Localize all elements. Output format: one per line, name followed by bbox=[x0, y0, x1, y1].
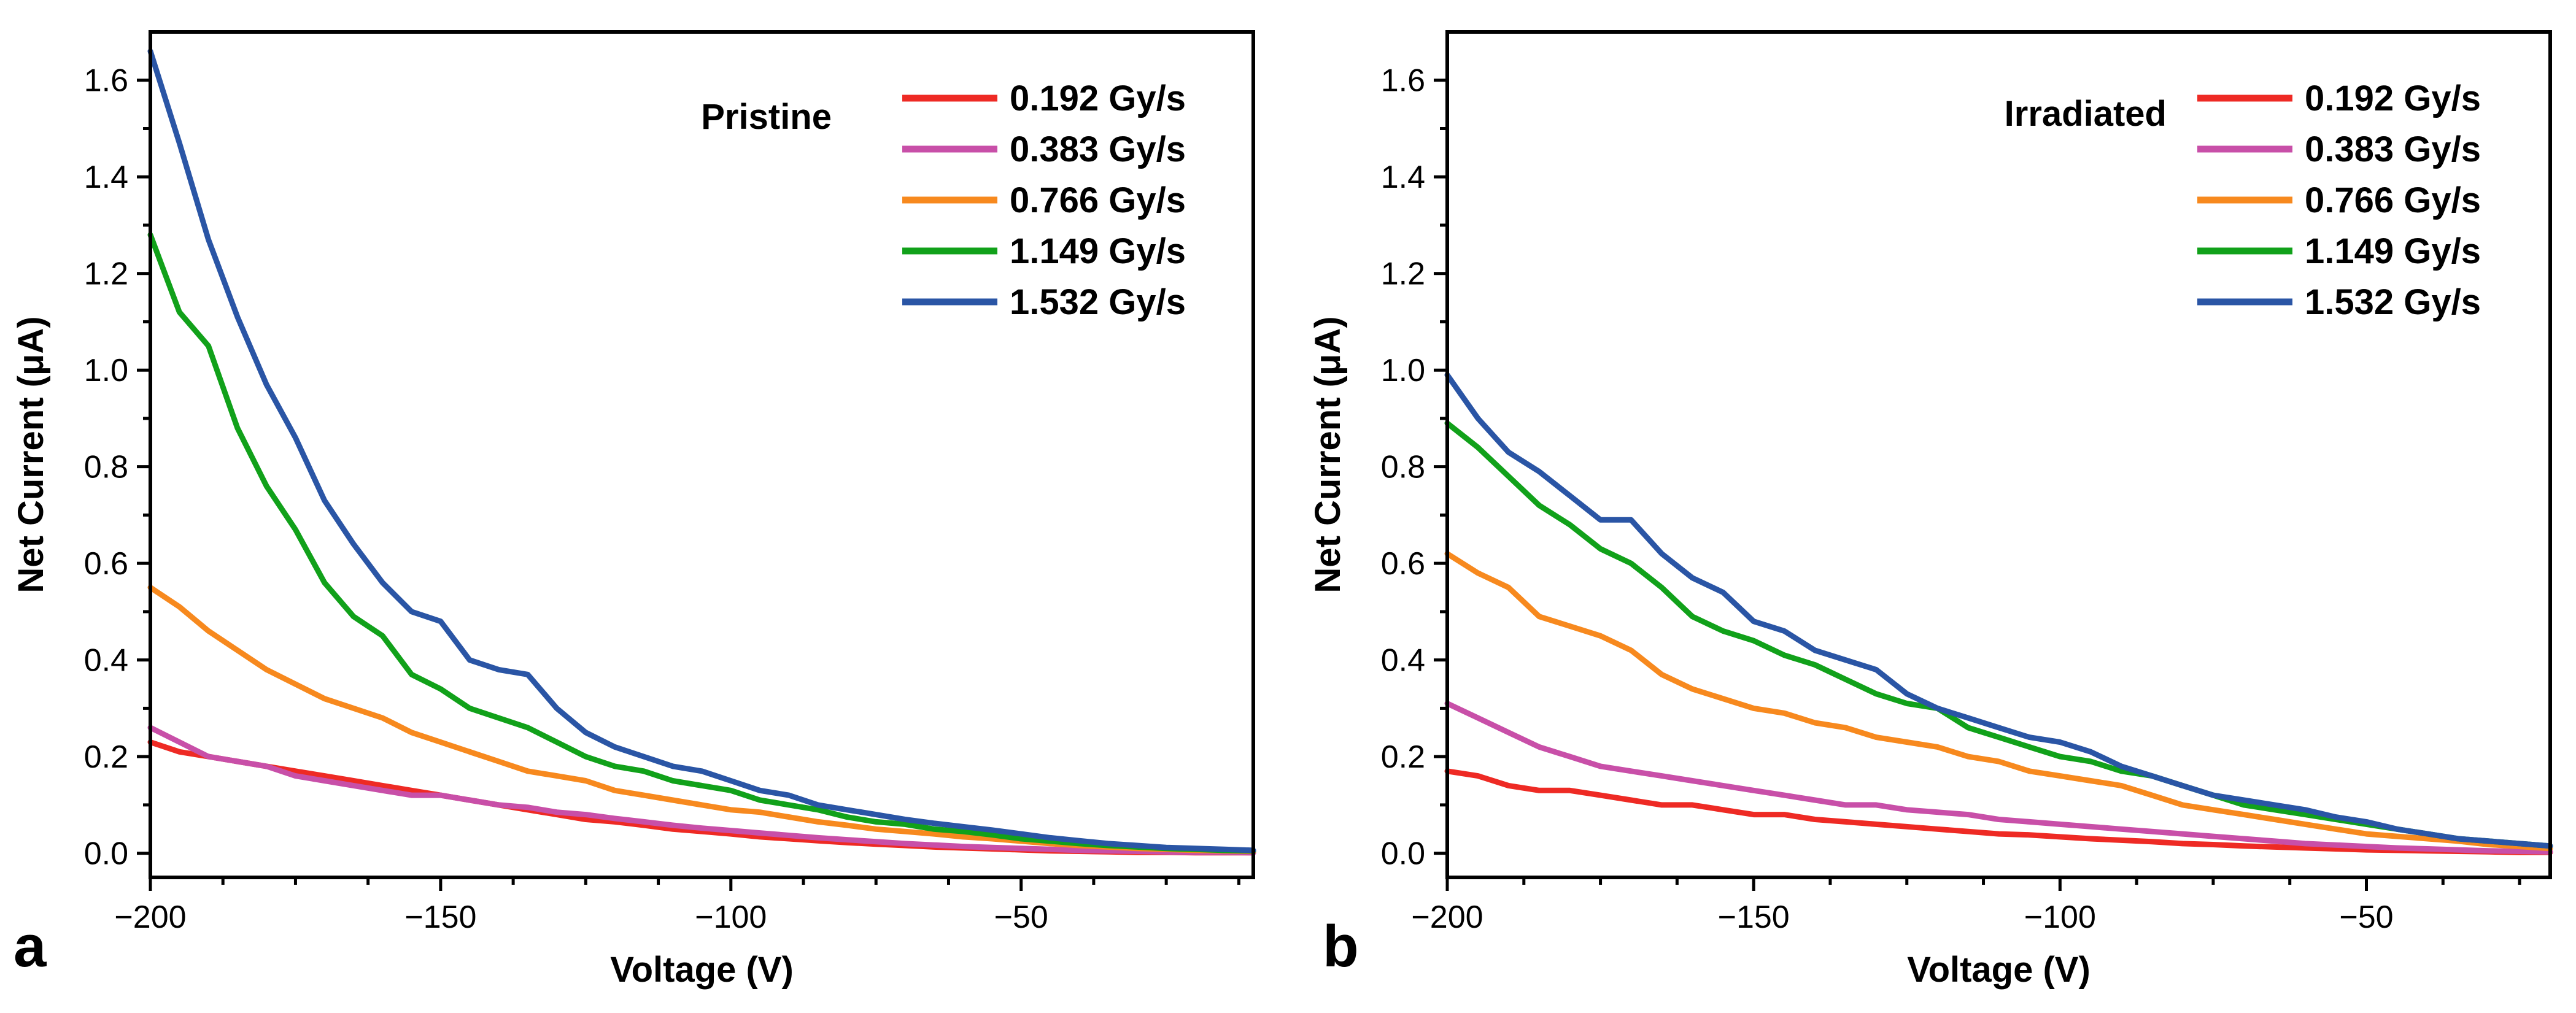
y-tick-label: 0.8 bbox=[84, 450, 128, 485]
y-tick-label: 0.0 bbox=[84, 836, 128, 872]
y-tick-label: 0.0 bbox=[1381, 836, 1425, 872]
legend-label: 1.149 Gy/s bbox=[1010, 231, 1186, 271]
y-tick-label: 1.4 bbox=[1381, 160, 1425, 195]
panel-annotation: Irradiated bbox=[2005, 94, 2167, 134]
legend-label: 0.192 Gy/s bbox=[1010, 79, 1186, 118]
x-tick-label: −150 bbox=[1718, 899, 1790, 935]
y-tick-label: 1.4 bbox=[84, 160, 128, 195]
y-tick-label: 1.0 bbox=[84, 353, 128, 388]
series-line-1-149-panel-a bbox=[147, 232, 1256, 854]
legend-label: 0.192 Gy/s bbox=[2305, 79, 2481, 118]
legend-label: 0.766 Gy/s bbox=[1010, 180, 1186, 220]
legend: 0.192 Gy/s 0.383 Gy/s 0.766 Gy/s 1.149 Gy/s… bbox=[902, 79, 1186, 322]
plot-frame bbox=[1445, 30, 2552, 879]
x-tick-label: −100 bbox=[2024, 899, 2096, 935]
y-tick-label: 1.6 bbox=[84, 63, 128, 99]
y-tick-label: 1.2 bbox=[1381, 256, 1425, 292]
series-line-0-766-panel-a bbox=[147, 585, 1256, 854]
x-tick-label: −50 bbox=[994, 899, 1048, 935]
y-tick-label: 0.4 bbox=[1381, 643, 1425, 679]
y-axis-title: Net Current (μA) bbox=[11, 316, 51, 593]
y-tick-label: 0.2 bbox=[1381, 739, 1425, 775]
series-line-1-149-panel-b bbox=[1444, 420, 2553, 849]
y-tick-label: 0.2 bbox=[84, 739, 128, 775]
y-tick-label: 0.6 bbox=[1381, 546, 1425, 582]
legend-label: 0.383 Gy/s bbox=[1010, 129, 1186, 169]
plot-frame bbox=[149, 30, 1255, 879]
series-line-0-192-panel-b bbox=[1444, 768, 2553, 855]
y-tick-label: 1.2 bbox=[84, 256, 128, 292]
y-tick-label: 1.0 bbox=[1381, 353, 1425, 388]
chart-panel-a: −200 −150 −100 −50 0.0 0.2 0.4 0.6 0.8 1.0 1.2 1.4 1… bbox=[11, 30, 1256, 990]
legend-label: 1.532 Gy/s bbox=[2305, 282, 2481, 322]
x-axis-title: Voltage (V) bbox=[1907, 950, 2091, 990]
x-tick-label: −50 bbox=[2339, 899, 2393, 935]
x-tick-label: −100 bbox=[695, 899, 767, 935]
legend: 0.192 Gy/s 0.383 Gy/s 0.766 Gy/s 1.149 Gy/s… bbox=[2197, 79, 2481, 322]
y-tick-label: 0.4 bbox=[84, 643, 128, 679]
legend-label: 1.149 Gy/s bbox=[2305, 231, 2481, 271]
x-tick-label: −150 bbox=[404, 899, 476, 935]
x-tick-label: −200 bbox=[1411, 899, 1483, 935]
legend-label: 0.383 Gy/s bbox=[2305, 129, 2481, 169]
y-tick-label: 0.8 bbox=[1381, 450, 1425, 485]
panel-letter: b bbox=[1323, 914, 1359, 979]
chart-panel-b: −200 −150 −100 −50 0.0 0.2 0.4 0.6 0.8 1.0 1.2 1.4 1… bbox=[1308, 30, 2553, 990]
legend-label: 0.766 Gy/s bbox=[2305, 180, 2481, 220]
panel-annotation: Pristine bbox=[701, 97, 832, 137]
y-tick-label: 1.6 bbox=[1381, 63, 1425, 99]
series-line-0-192-panel-a bbox=[147, 739, 1256, 856]
x-tick-label: −200 bbox=[114, 899, 186, 935]
series-line-0-383-panel-a bbox=[147, 725, 1256, 856]
y-tick-label: 0.6 bbox=[84, 546, 128, 582]
series-line-1-532-panel-a bbox=[147, 48, 1256, 853]
y-axis-title: Net Current (μA) bbox=[1308, 316, 1348, 593]
series-line-1-532-panel-b bbox=[1444, 372, 2553, 849]
series-line-0-766-panel-b bbox=[1444, 550, 2553, 852]
series-line-0-383-panel-b bbox=[1444, 701, 2553, 855]
legend-label: 1.532 Gy/s bbox=[1010, 282, 1186, 322]
panel-letter: a bbox=[14, 914, 47, 979]
x-axis-title: Voltage (V) bbox=[610, 950, 794, 990]
